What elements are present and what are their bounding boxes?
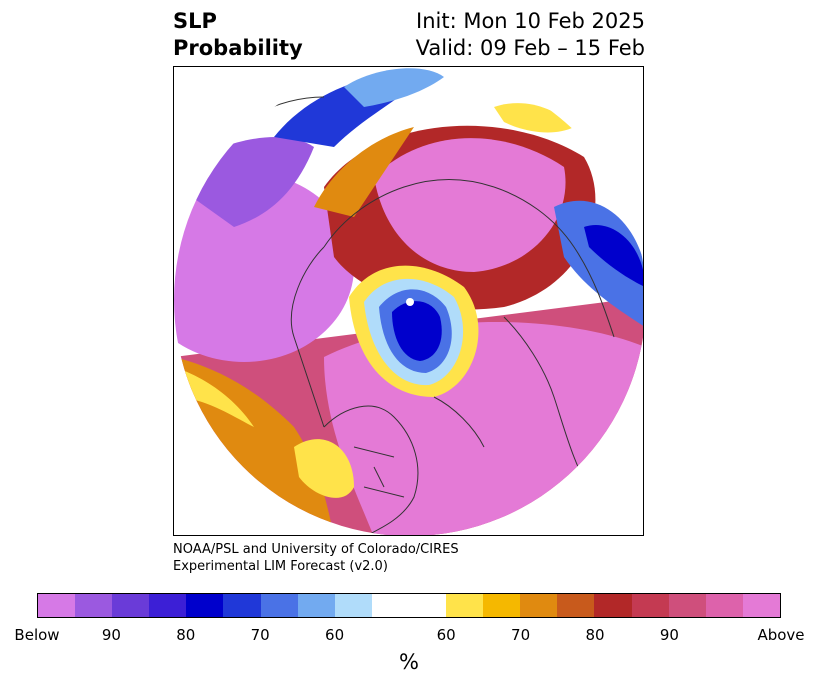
colorbar-swatch [446, 594, 484, 617]
colorbar-swatch [334, 594, 372, 617]
colorbar-swatch [75, 594, 113, 617]
alaska-orange-band [314, 127, 414, 217]
valid-range: Valid: 09 Feb – 15 Feb [415, 36, 645, 60]
colorbar-tick-label: 60 [436, 626, 456, 644]
colorbar-swatch [149, 594, 187, 617]
colorbar-tick-label: 70 [511, 626, 531, 644]
date-block: Init: Mon 10 Feb 2025 Valid: 09 Feb – 15… [416, 8, 645, 62]
atlantic-low-core [392, 301, 442, 361]
colorbar-swatch [371, 594, 409, 617]
arctic-above-core [374, 138, 566, 272]
colorbar-swatch [594, 594, 632, 617]
colorbar-tick-label: 70 [250, 626, 270, 644]
colorbar-swatch [483, 594, 521, 617]
polar-map [173, 66, 644, 536]
eastern-pacific-yellow [174, 367, 254, 427]
siberia-blue-band [554, 200, 643, 327]
colorbar-tick-label: 90 [659, 626, 679, 644]
colorbar-swatch [557, 594, 595, 617]
colorbar-swatch [260, 594, 298, 617]
siberia-deep-low [584, 225, 643, 287]
credit-line-2: Experimental LIM Forecast (v2.0) [173, 559, 388, 574]
colorbar-swatch [520, 594, 558, 617]
colorbar-swatch [631, 594, 669, 617]
colorbar-swatch [705, 594, 743, 617]
southwest-us-yellow [294, 439, 354, 498]
colorbar [37, 593, 781, 618]
title-variable: SLP [173, 9, 217, 33]
colorbar-swatch [112, 594, 150, 617]
colorbar-tick-label: 90 [101, 626, 121, 644]
pole-marker [406, 298, 414, 306]
colorbar-swatch [186, 594, 224, 617]
arctic-light-blue [344, 68, 444, 107]
colorbar-tick-label: 80 [585, 626, 605, 644]
colorbar-tick-label: 80 [176, 626, 196, 644]
coastlines [233, 96, 615, 535]
title-type: Probability [173, 36, 303, 60]
credit-text: NOAA/PSL and University of Colorado/CIRE… [173, 541, 459, 575]
probability-map-svg [174, 67, 643, 535]
init-date: Init: Mon 10 Feb 2025 [416, 9, 645, 33]
title-block: SLP Probability [173, 8, 303, 62]
pacific-below-lobe [174, 172, 354, 362]
colorbar-swatch [742, 594, 780, 617]
colorbar-swatch [38, 594, 76, 617]
colorbar-tick-label: Above [757, 626, 805, 644]
colorbar-swatch [668, 594, 706, 617]
credit-line-1: NOAA/PSL and University of Colorado/CIRE… [173, 542, 459, 557]
colorbar-unit: % [399, 650, 419, 674]
north-yellow-band [494, 103, 574, 133]
colorbar-swatch [297, 594, 335, 617]
colorbar-tick-label: 60 [325, 626, 345, 644]
colorbar-swatch [408, 594, 447, 617]
colorbar-tick-label: Below [14, 626, 60, 644]
colorbar-swatch [223, 594, 261, 617]
